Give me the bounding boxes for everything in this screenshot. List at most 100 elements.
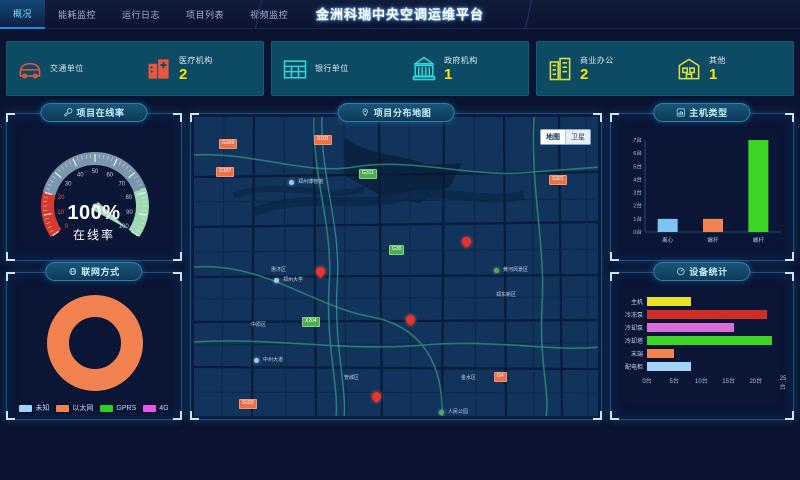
corner-decoration xyxy=(173,113,182,122)
corner-decoration xyxy=(173,411,182,420)
nav-tab-label: 项目列表 xyxy=(186,10,225,20)
device-bar-track xyxy=(647,362,783,371)
stat-item-other-building-icon[interactable]: 其他 1 xyxy=(665,55,794,83)
stat-card-1[interactable]: 银行单位 政府机构 1 xyxy=(271,41,529,96)
map-label: 郑东新区 xyxy=(496,292,517,298)
nav-tab-4[interactable]: 视频监控 xyxy=(237,0,301,29)
stat-label: 医疗机构 xyxy=(179,56,213,65)
stat-label: 其他 xyxy=(709,56,726,65)
network-icon xyxy=(69,268,77,275)
panel-title-device-stats: 设备统计 xyxy=(653,262,751,281)
stat-item-hospital-icon[interactable]: 医疗机构 2 xyxy=(135,55,264,83)
corner-decoration xyxy=(6,411,15,420)
device-bar-row: 冷却塔 xyxy=(617,334,783,347)
map-type-button-1[interactable]: 卫星 xyxy=(566,130,590,144)
gauge-tick-label: 70 xyxy=(118,182,125,188)
device-bar-fill xyxy=(647,323,735,332)
device-bar-track xyxy=(647,297,783,306)
legend-label: 未知 xyxy=(35,405,50,412)
stat-card-2[interactable]: 商业办公 2 其他 1 xyxy=(536,41,794,96)
stat-cards-row: 交通单位 医疗机构 2 银行单位 政府机构 1 商业办公 2 其他 1 xyxy=(6,41,794,96)
stat-text: 交通单位 xyxy=(50,63,84,75)
legend-item-0[interactable]: 未知 xyxy=(19,403,49,413)
gauge-tick-label: 0 xyxy=(65,224,69,230)
map-label: 人民公园 xyxy=(448,409,469,415)
legend-item-3[interactable]: 4G xyxy=(143,404,169,412)
host-bar xyxy=(703,218,723,232)
stat-text: 银行单位 xyxy=(315,63,349,75)
gauge-tick-label: 10 xyxy=(57,210,64,216)
device-bar-label: 配电柜 xyxy=(624,365,643,371)
chart-bar-icon xyxy=(676,108,685,117)
stat-item-bank-icon[interactable]: 银行单位 xyxy=(271,55,400,83)
legend-item-2[interactable]: GPRS xyxy=(100,404,136,412)
gauge-tick-label: 30 xyxy=(65,182,72,188)
y-tick-label: 5台 xyxy=(633,162,642,170)
gauge-tick-label: 40 xyxy=(77,172,84,178)
panel-title-text: 项目在线率 xyxy=(76,108,125,118)
device-x-axis: 0台 5台 10台 15台 20台 25台 xyxy=(642,376,786,391)
map-poi-dot xyxy=(289,180,294,185)
stat-text: 商业办公 2 xyxy=(580,55,614,82)
stat-item-transport-icon[interactable]: 交通单位 xyxy=(6,55,135,83)
nav-tab-1[interactable]: 能耗监控 xyxy=(45,0,109,29)
device-bar-fill xyxy=(647,362,691,371)
gauge-tick-label: 90 xyxy=(126,210,133,216)
device-x-tick: 15台 xyxy=(722,379,735,385)
map-vector-layer xyxy=(194,117,598,416)
nav-tab-label: 能耗监控 xyxy=(58,10,97,20)
nav-tab-label: 运行日志 xyxy=(122,10,161,20)
host-bar xyxy=(748,140,769,232)
y-tick-label: 3台 xyxy=(633,189,642,197)
legend-item-1[interactable]: 以太网 xyxy=(56,403,93,413)
stat-card-0[interactable]: 交通单位 医疗机构 2 xyxy=(6,41,264,96)
corner-decoration xyxy=(190,113,199,122)
x-tick-label: 螺杆 xyxy=(707,236,719,244)
map-poi-dot xyxy=(439,410,444,415)
nav-tab-3[interactable]: 项目列表 xyxy=(173,0,237,29)
corner-decoration xyxy=(6,272,15,281)
nav-tab-label: 概况 xyxy=(13,9,33,19)
device-x-tick: 0台 xyxy=(642,379,652,385)
panel-network-type: 联网方式 未知 以太网 GPRS 4G xyxy=(6,262,182,420)
stat-text: 医疗机构 2 xyxy=(179,55,213,82)
map-label: 中原区 xyxy=(251,322,267,328)
panel-device-stats: 设备统计 主机 冷冻泵 冷却泵 冷却塔 末端 配电柜 0台 5台 10台 15台 20台 25台 xyxy=(610,262,794,420)
stat-label: 交通单位 xyxy=(50,63,84,73)
panel-host-type: 主机类型 0台 1台 2台 3台 4台 5台 6台 7台 离心 螺杆 螺杆 xyxy=(610,103,794,261)
corner-decoration xyxy=(610,411,619,420)
map-pin-icon xyxy=(362,108,368,117)
device-bar-track xyxy=(647,349,783,358)
nav-tab-2[interactable]: 运行日志 xyxy=(109,0,173,29)
legend-label: 4G xyxy=(159,404,169,412)
corner-decoration xyxy=(610,272,619,281)
device-bar-fill xyxy=(647,310,767,319)
map-canvas[interactable]: G106 S101 G311 G107 S321 G30 S102 G4 X204 金水区 管城区 中… xyxy=(194,117,598,416)
stat-value: 1 xyxy=(709,66,718,83)
corner-decoration xyxy=(190,411,199,420)
map-type-button-0[interactable]: 地图 xyxy=(541,130,566,144)
app-header: 概况 能耗监控 运行日志 项目列表 视频监控 金洲科瑞中央空调运维平台 xyxy=(0,0,800,29)
y-tick-label: 7台 xyxy=(633,136,642,144)
device-x-tick: 20台 xyxy=(749,379,763,385)
map-label: 金水区 xyxy=(461,375,477,381)
device-bar-label: 冷冻泵 xyxy=(624,313,643,319)
stat-item-government-icon[interactable]: 政府机构 1 xyxy=(400,55,529,83)
device-bar-label: 冷却泵 xyxy=(624,326,643,332)
gauge-tick-label: 80 xyxy=(125,195,132,201)
map-label: 中州大道 xyxy=(263,357,284,363)
page-title: 金洲科瑞中央空调运维平台 xyxy=(315,7,484,22)
map-type-control[interactable]: 地图 卫星 xyxy=(540,129,591,145)
corner-decoration xyxy=(785,113,794,122)
gauge-tick-label: 100 xyxy=(119,224,130,230)
stat-text: 政府机构 1 xyxy=(444,55,478,82)
stat-value: 1 xyxy=(444,66,453,83)
stat-item-office-icon[interactable]: 商业办公 2 xyxy=(536,55,665,83)
x-tick-label: 离心 xyxy=(662,236,674,244)
device-x-tick: 10台 xyxy=(695,379,708,385)
map-label: 郑州博物馆 xyxy=(298,179,324,185)
y-tick-label: 2台 xyxy=(633,202,642,210)
device-bar-row: 主机 xyxy=(617,295,783,308)
nav-tab-0[interactable]: 概况 xyxy=(0,0,46,29)
